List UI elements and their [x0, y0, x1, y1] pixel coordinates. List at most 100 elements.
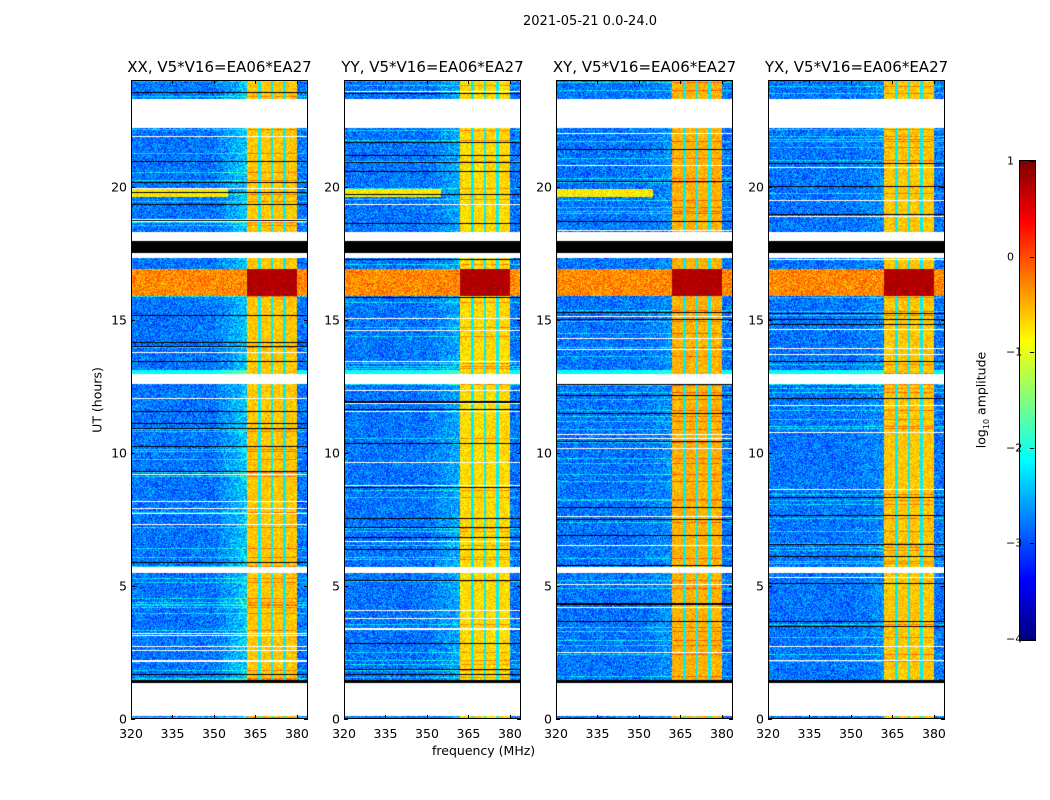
x-tick-mark	[255, 715, 257, 719]
x-tick-mark	[680, 80, 682, 84]
y-tick-mark	[941, 585, 945, 587]
x-tick-mark	[638, 80, 640, 84]
x-tick-mark	[809, 715, 811, 719]
x-tick-mark	[850, 80, 852, 84]
x-tick-label: 335	[797, 726, 822, 741]
y-tick-mark	[517, 585, 521, 587]
x-tick-label: 350	[627, 726, 651, 741]
y-tick-mark	[131, 585, 135, 587]
x-tick-mark	[344, 715, 345, 719]
y-tick-mark	[556, 186, 560, 188]
x-tick-mark	[426, 80, 428, 84]
y-tick-mark	[729, 186, 733, 188]
x-tick-mark	[131, 80, 132, 84]
x-tick-label: 365	[880, 726, 905, 741]
colorbar-tick-mark	[1030, 543, 1034, 545]
x-tick-mark	[385, 715, 387, 719]
x-tick-mark	[131, 715, 132, 719]
y-tick-mark	[556, 319, 560, 321]
heatmap-panel-2: YY, V5*V16=EA06*EA27 0 5 10 15 20 320 335 350 365…	[324, 58, 524, 741]
y-tick-mark	[131, 186, 135, 188]
x-tick-mark	[426, 715, 428, 719]
colorbar-tick-mark	[1030, 352, 1034, 354]
colorbar-tick-label: −3	[1006, 536, 1023, 550]
x-tick-label: 335	[585, 726, 610, 741]
x-tick-label: 365	[243, 726, 268, 741]
x-tick-mark	[296, 80, 298, 84]
y-tick-mark	[941, 719, 945, 720]
colorbar-tick-mark	[1030, 256, 1034, 258]
x-tick-label: 350	[839, 726, 863, 741]
y-tick-mark	[304, 585, 308, 587]
x-tick-mark	[597, 715, 599, 719]
y-tick-label: 20	[111, 179, 127, 194]
colorbar-gradient	[1020, 161, 1035, 640]
x-tick-mark	[680, 715, 682, 719]
x-tick-label: 380	[922, 726, 946, 741]
x-tick-mark	[468, 80, 470, 84]
y-tick-mark	[768, 319, 772, 321]
x-tick-mark	[172, 715, 174, 719]
x-tick-label: 320	[756, 726, 780, 741]
y-tick-label: 15	[536, 312, 552, 328]
y-tick-mark	[941, 186, 945, 188]
x-tick-label: 335	[160, 726, 185, 741]
y-tick-label: 15	[111, 312, 127, 328]
y-tick-label: 15	[324, 312, 340, 328]
x-tick-mark	[344, 80, 345, 84]
x-tick-mark	[768, 715, 769, 719]
heatmap-panel-1: XX, V5*V16=EA06*EA27 0 5 10 15 20 320 335 350 365…	[111, 58, 312, 741]
x-tick-mark	[933, 80, 935, 84]
y-tick-mark	[131, 452, 135, 454]
x-tick-label: 320	[544, 726, 568, 741]
colorbar	[1019, 160, 1036, 641]
y-tick-mark	[517, 452, 521, 454]
x-tick-mark	[721, 80, 723, 84]
y-tick-mark	[556, 719, 560, 720]
y-tick-label: 10	[536, 445, 552, 461]
figure-title: 2021-05-21 0.0-24.0	[523, 14, 657, 29]
y-tick-mark	[729, 319, 733, 321]
heatmap-panel-4: YX, V5*V16=EA06*EA27 0 5 10 15 20 320 335 350 365…	[748, 58, 948, 741]
x-tick-mark	[213, 80, 215, 84]
y-axis-label: UT (hours)	[89, 367, 105, 433]
y-tick-mark	[344, 186, 348, 188]
x-tick-label: 380	[285, 726, 309, 741]
x-tick-mark	[768, 80, 769, 84]
y-tick-mark	[941, 319, 945, 321]
y-tick-label: 10	[324, 445, 340, 461]
y-tick-label: 20	[536, 179, 552, 194]
y-tick-label: 5	[756, 578, 764, 594]
x-tick-mark	[933, 715, 935, 719]
x-tick-label: 365	[668, 726, 693, 741]
y-tick-label: 0	[332, 711, 340, 727]
panel-title: XX, V5*V16=EA06*EA27	[127, 58, 312, 76]
panel-title: YY, V5*V16=EA06*EA27	[341, 58, 524, 76]
x-tick-mark	[638, 715, 640, 719]
colorbar-tick-label: 1	[1007, 154, 1014, 168]
y-tick-mark	[517, 719, 521, 720]
y-tick-mark	[768, 719, 772, 720]
x-tick-mark	[213, 715, 215, 719]
x-tick-mark	[385, 80, 387, 84]
y-tick-mark	[304, 719, 308, 720]
colorbar-tick-mark	[1030, 447, 1034, 449]
y-tick-mark	[344, 452, 348, 454]
y-tick-mark	[556, 452, 560, 454]
y-tick-mark	[768, 452, 772, 454]
y-tick-mark	[517, 319, 521, 321]
panel-title: XY, V5*V16=EA06*EA27	[552, 58, 737, 76]
y-tick-mark	[304, 452, 308, 454]
y-tick-label: 10	[748, 445, 764, 461]
x-tick-mark	[850, 715, 852, 719]
x-tick-mark	[509, 715, 511, 719]
y-tick-label: 5	[332, 578, 340, 594]
colorbar-tick-label: −4	[1006, 632, 1023, 646]
y-tick-mark	[304, 319, 308, 321]
heatmap-image	[131, 80, 308, 719]
y-tick-label: 5	[119, 578, 127, 594]
x-tick-label: 380	[498, 726, 522, 741]
y-tick-mark	[344, 719, 348, 720]
x-tick-label: 365	[456, 726, 481, 741]
colorbar-label: log10 amplitude	[973, 351, 991, 449]
